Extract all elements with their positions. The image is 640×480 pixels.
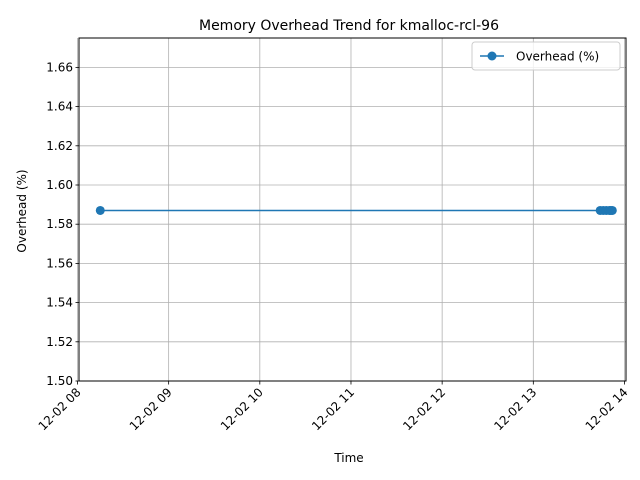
data-point (95, 205, 105, 215)
plot-frame (78, 37, 627, 382)
y-tick-label: 1.60 (46, 178, 73, 192)
legend-box (471, 41, 621, 71)
y-tick-label: 1.52 (46, 335, 73, 349)
legend: Overhead (%) (471, 41, 621, 71)
x-axis-label: Time (333, 451, 363, 465)
series-overhead (95, 205, 617, 215)
y-axis-label: Overhead (%) (15, 169, 29, 252)
legend-entry-overhead: Overhead (%) (516, 50, 599, 64)
y-tick-label: 1.50 (46, 374, 73, 388)
x-tick-label: 12-02 10 (218, 385, 266, 433)
x-tick-label: 12-02 09 (127, 385, 175, 433)
x-tick-label: 12-02 08 (36, 385, 84, 433)
data-point (607, 205, 617, 215)
grid (77, 38, 626, 382)
legend-dot-marker (487, 51, 497, 61)
y-tick-label: 1.56 (46, 256, 73, 270)
y-tick-label: 1.66 (46, 60, 73, 74)
x-tick-label: 12-02 13 (491, 385, 539, 433)
y-tick-label: 1.58 (46, 217, 73, 231)
y-tick-label: 1.54 (46, 296, 73, 310)
x-tick-label: 12-02 14 (583, 385, 631, 433)
x-tick-label: 12-02 12 (400, 385, 448, 433)
axis-ticks: 1.50 1.52 1.54 1.56 1.58 1.60 1.62 1.64 1.66 12-0… (36, 60, 631, 433)
y-tick-label: 1.62 (46, 139, 73, 153)
x-tick-label: 12-02 11 (309, 385, 357, 433)
y-tick-label: 1.64 (46, 100, 73, 114)
chart-title: Memory Overhead Trend for kmalloc-rcl-96 (199, 18, 499, 34)
